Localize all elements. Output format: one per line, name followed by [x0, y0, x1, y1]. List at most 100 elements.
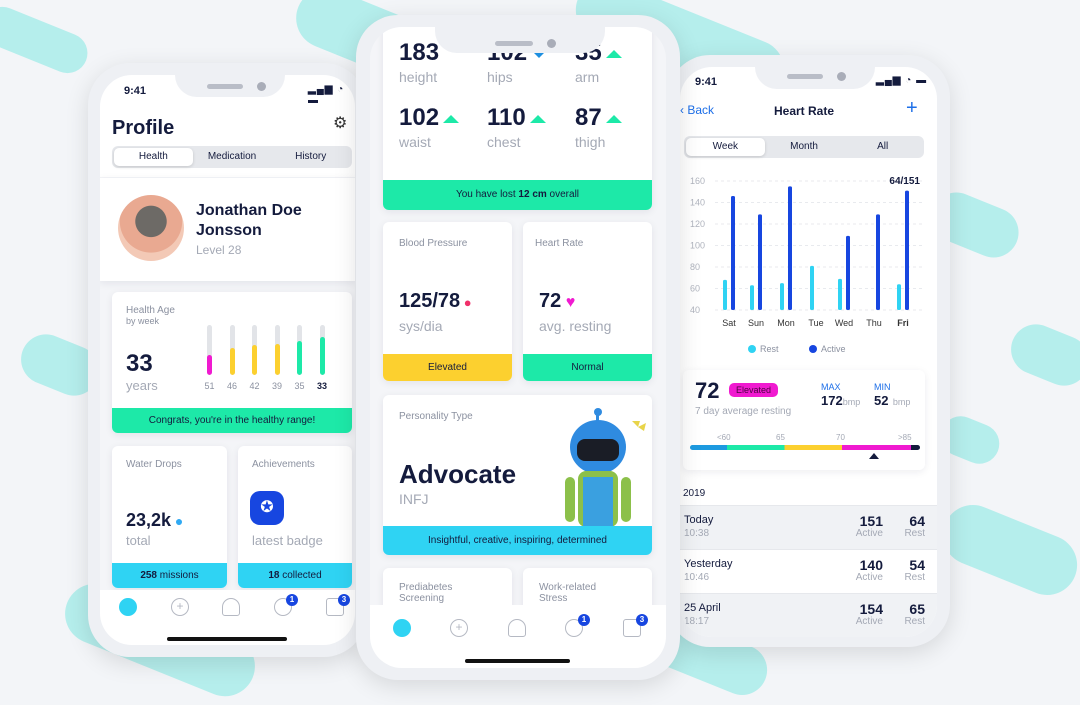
rest-label: Rest: [904, 528, 925, 539]
add-button[interactable]: +: [906, 97, 918, 119]
tab-week[interactable]: Week: [686, 138, 765, 156]
max-label: MAX: [821, 382, 841, 392]
bar-rest[interactable]: [897, 284, 901, 310]
news-icon[interactable]: [623, 619, 641, 637]
min-value: 52 bmp: [874, 393, 911, 408]
gear-icon[interactable]: ⚙: [333, 115, 348, 132]
bar-active[interactable]: [731, 196, 735, 310]
summary-card: 72 Elevated 7 day average resting MAX 17…: [683, 370, 925, 470]
lost-footer: You have lost 12 cm overall: [383, 180, 652, 210]
health-age-footer: Congrats, you're in the healthy range!: [112, 408, 352, 433]
health-age-bar-label: 33: [316, 381, 327, 391]
status-time: 9:41: [124, 85, 147, 97]
tab-month[interactable]: Month: [790, 141, 818, 152]
bar-active[interactable]: [846, 235, 850, 310]
tab-health[interactable]: Health: [114, 148, 193, 166]
history-row[interactable]: Today 10:38 151 Active 64 Rest: [680, 505, 937, 549]
profile-tabs: Health Medication History: [112, 146, 352, 168]
bar-rest[interactable]: [810, 265, 814, 310]
tab-all[interactable]: All: [877, 141, 889, 152]
water-drops-card[interactable]: Water Drops 23,2k ● total 258 missions: [112, 446, 227, 588]
history-rest: 64: [909, 513, 925, 529]
profile-screen: 9:41 ▂▄▆ ◔ ▬ Profile ⚙ Health Medication…: [100, 75, 355, 645]
history-day: Today: [684, 514, 714, 526]
water-title: Water Drops: [126, 459, 182, 470]
measurement-label: chest: [487, 134, 521, 150]
bar-rest[interactable]: [750, 285, 754, 310]
y-tick-label: 120: [690, 219, 705, 229]
hr-status: Normal: [523, 354, 652, 381]
health-age-bar-track: [207, 325, 212, 375]
bar-active[interactable]: [905, 190, 909, 310]
x-tick-label: Tue: [808, 318, 823, 328]
avg-value: 72: [695, 378, 720, 403]
heart-icon: ♥: [561, 294, 576, 311]
history-rest: 65: [909, 601, 925, 617]
profile-icon[interactable]: [222, 598, 240, 616]
health-age-title: Health Age: [126, 305, 175, 316]
x-tick-label: Mon: [777, 318, 795, 328]
notch: [435, 27, 605, 53]
bp-status: Elevated: [383, 354, 512, 381]
measurement-value: 110: [487, 104, 546, 132]
min-label: MIN: [874, 382, 891, 392]
health-age-unit: years: [126, 378, 158, 393]
measurement-value: 183: [399, 39, 440, 66]
tab-medication[interactable]: Medication: [207, 151, 257, 162]
personality-card[interactable]: Personality Type Advocate INFJ Insightfu…: [383, 395, 652, 555]
avatar: [118, 195, 184, 261]
news-icon[interactable]: [326, 598, 344, 616]
bar-active[interactable]: [788, 186, 792, 310]
collected-footer: 18 collected: [238, 563, 352, 588]
add-icon[interactable]: +: [450, 619, 468, 637]
chat-icon[interactable]: [565, 619, 583, 637]
user-name: Jonathan Doe: [196, 202, 302, 219]
health-age-bar-label: 42: [249, 381, 260, 391]
bar-rest[interactable]: [723, 279, 727, 310]
blood-pressure-card[interactable]: Blood Pressure 125/78 ● sys/dia Elevated: [383, 222, 512, 381]
heart-rate-chart: 160 140 120 100 80 60 40 Sat Sun Mon Tue Wed Thu Fri 6…: [690, 176, 925, 354]
history-active: 140: [859, 557, 883, 573]
history-row[interactable]: Yesterday 10:46 140 Active 54 Rest: [680, 549, 937, 593]
rest-label: Rest: [904, 616, 925, 627]
bar-active[interactable]: [876, 214, 880, 310]
health-age-bar-fill: [319, 337, 325, 375]
phone-profile: 9:41 ▂▄▆ ◔ ▬ Profile ⚙ Health Medication…: [88, 63, 366, 657]
range-tabs: Week Month All: [684, 136, 924, 158]
y-tick-label: 140: [690, 198, 705, 208]
health-age-bar-track: [319, 325, 325, 375]
max-value: 172bmp: [821, 393, 861, 408]
status-icons: ▂▄▆ ◔ ▬: [876, 75, 928, 86]
dashboard-icon[interactable]: [119, 598, 137, 616]
bar-rest[interactable]: [838, 278, 842, 310]
personality-footer: Insightful, creative, inspiring, determi…: [383, 526, 652, 555]
measurement-label: waist: [399, 134, 431, 150]
history-active: 154: [859, 601, 883, 617]
hr-unit: avg. resting: [539, 318, 612, 334]
legend-rest-icon: [748, 345, 756, 353]
tab-bar: + 1 3: [370, 605, 666, 668]
achievements-card[interactable]: Achievements ✪ latest badge 18 collected: [238, 446, 352, 588]
tab-history[interactable]: History: [295, 151, 327, 162]
bar-rest[interactable]: [780, 283, 784, 310]
heart-rate-card[interactable]: Heart Rate 72 ♥ avg. resting Normal: [523, 222, 652, 381]
chat-icon[interactable]: [274, 598, 292, 616]
phone-heart-rate: 9:41 ▂▄▆ ◔ ▬ ‹ Back Heart Rate + Week Mo…: [668, 55, 950, 647]
home-indicator: [167, 637, 287, 641]
add-icon[interactable]: +: [171, 598, 189, 616]
bar-active[interactable]: [758, 214, 762, 310]
profile-icon[interactable]: [508, 619, 526, 637]
dashboard-icon[interactable]: [393, 619, 411, 637]
news-badge: 3: [338, 594, 350, 606]
active-label: Active: [855, 616, 883, 627]
profile-card[interactable]: Jonathan Doe Jonsson Level 28: [100, 178, 355, 281]
status-icons: ▂▄▆ ◔ ▬: [308, 84, 345, 106]
health-age-value: 33: [126, 350, 153, 377]
back-button[interactable]: ‹ Back: [680, 103, 715, 117]
notch: [175, 75, 285, 97]
health-age-card[interactable]: Health Age by week 33 years 51 46 42 39 …: [112, 292, 352, 433]
history-row[interactable]: 25 April 18:17 154 Active 65 Rest: [680, 593, 937, 637]
health-age-bar-fill: [274, 344, 280, 375]
